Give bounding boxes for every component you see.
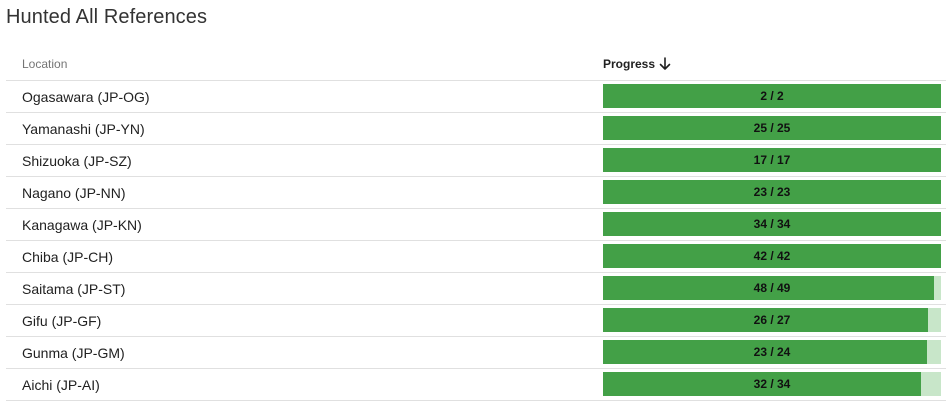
progress-bar: 23 / 24 bbox=[603, 340, 941, 364]
location-cell: Saitama (JP-ST) bbox=[22, 281, 126, 297]
progress-bar: 42 / 42 bbox=[603, 244, 941, 268]
location-cell: Gifu (JP-GF) bbox=[22, 313, 102, 329]
location-cell: Nagano (JP-NN) bbox=[22, 185, 126, 201]
table-header: Location Progress bbox=[6, 48, 946, 81]
progress-bar-fill bbox=[603, 116, 941, 140]
location-cell: Kanagawa (JP-KN) bbox=[22, 217, 142, 233]
table-row[interactable]: Gifu (JP-GF) 26 / 27 bbox=[6, 305, 946, 337]
progress-label: 32 / 34 bbox=[753, 377, 791, 391]
location-cell: Yamanashi (JP-YN) bbox=[22, 121, 145, 137]
page-title: Hunted All References bbox=[6, 6, 208, 28]
progress-bar: 23 / 23 bbox=[603, 180, 941, 204]
progress-label: 26 / 27 bbox=[753, 313, 791, 327]
progress-label: 34 / 34 bbox=[753, 217, 791, 231]
location-cell: Shizuoka (JP-SZ) bbox=[22, 153, 132, 169]
table-row[interactable]: Saitama (JP-ST) 48 / 49 bbox=[6, 273, 946, 305]
location-cell: Gunma (JP-GM) bbox=[22, 345, 125, 361]
progress-bar-fill bbox=[603, 212, 941, 236]
column-header-progress-label: Progress bbox=[603, 57, 656, 71]
progress-label: 42 / 42 bbox=[753, 249, 791, 263]
progress-label: 17 / 17 bbox=[753, 153, 791, 167]
progress-bar: 32 / 34 bbox=[603, 372, 941, 396]
location-cell: Chiba (JP-CH) bbox=[22, 249, 114, 265]
table-row[interactable]: Gunma (JP-GM) 23 / 24 bbox=[6, 337, 946, 369]
progress-bar: 26 / 27 bbox=[603, 308, 941, 332]
table-row[interactable]: Yamanashi (JP-YN) 25 / 25 bbox=[6, 113, 946, 145]
table-row[interactable]: Nagano (JP-NN) 23 / 23 bbox=[6, 177, 946, 209]
table-row[interactable]: Chiba (JP-CH) 42 / 42 bbox=[6, 241, 946, 273]
column-header-progress[interactable]: Progress bbox=[603, 57, 671, 71]
table-row[interactable]: Ogasawara (JP-OG) 2 / 2 bbox=[6, 81, 946, 113]
progress-bar-fill bbox=[603, 84, 941, 108]
table-body: Ogasawara (JP-OG) 2 / 2 Yamanashi (JP-YN) 2… bbox=[6, 81, 946, 401]
progress-bar-fill bbox=[603, 148, 941, 172]
references-table: Location Progress Ogasawara (JP-OG) 2 / 2… bbox=[6, 48, 946, 401]
progress-label: 25 / 25 bbox=[753, 121, 791, 135]
column-header-location[interactable]: Location bbox=[22, 57, 68, 71]
progress-bar-fill bbox=[603, 372, 922, 396]
progress-bar: 25 / 25 bbox=[603, 116, 941, 140]
location-cell: Aichi (JP-AI) bbox=[22, 377, 100, 393]
progress-bar: 34 / 34 bbox=[603, 212, 941, 236]
progress-bar: 48 / 49 bbox=[603, 276, 941, 300]
progress-bar-fill bbox=[603, 276, 935, 300]
progress-label: 23 / 23 bbox=[753, 185, 791, 199]
location-cell: Ogasawara (JP-OG) bbox=[22, 89, 150, 105]
arrow-down-icon bbox=[659, 57, 671, 70]
progress-label: 2 / 2 bbox=[760, 89, 784, 103]
table-row[interactable]: Kanagawa (JP-KN) 34 / 34 bbox=[6, 209, 946, 241]
progress-bar-fill bbox=[603, 244, 941, 268]
progress-bar: 2 / 2 bbox=[603, 84, 941, 108]
table-row[interactable]: Aichi (JP-AI) 32 / 34 bbox=[6, 369, 946, 401]
progress-bar: 17 / 17 bbox=[603, 148, 941, 172]
progress-label: 48 / 49 bbox=[753, 281, 791, 295]
progress-bar-fill bbox=[603, 340, 927, 364]
progress-bar-fill bbox=[603, 308, 929, 332]
progress-bar-fill bbox=[603, 180, 941, 204]
table-row[interactable]: Shizuoka (JP-SZ) 17 / 17 bbox=[6, 145, 946, 177]
progress-label: 23 / 24 bbox=[753, 345, 791, 359]
